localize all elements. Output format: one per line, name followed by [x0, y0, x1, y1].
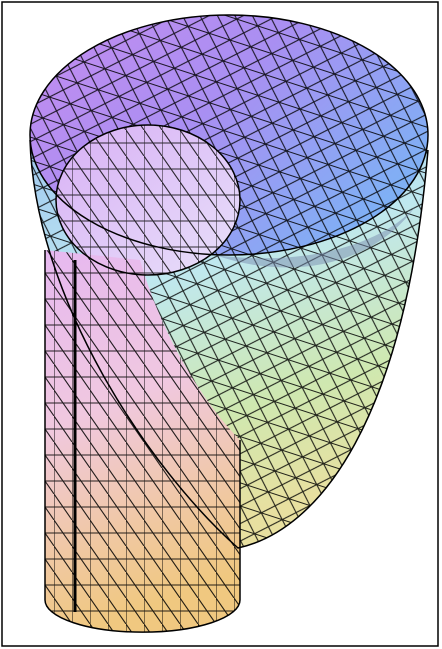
body-outline — [29, 139, 429, 549]
inner-mesh — [56, 125, 240, 275]
tube-mesh — [45, 250, 240, 633]
tube-outline — [44, 250, 241, 633]
rim-shadow — [215, 190, 425, 268]
rim-outline — [29, 14, 429, 256]
outlines — [29, 14, 429, 633]
inner-outline — [55, 124, 241, 276]
